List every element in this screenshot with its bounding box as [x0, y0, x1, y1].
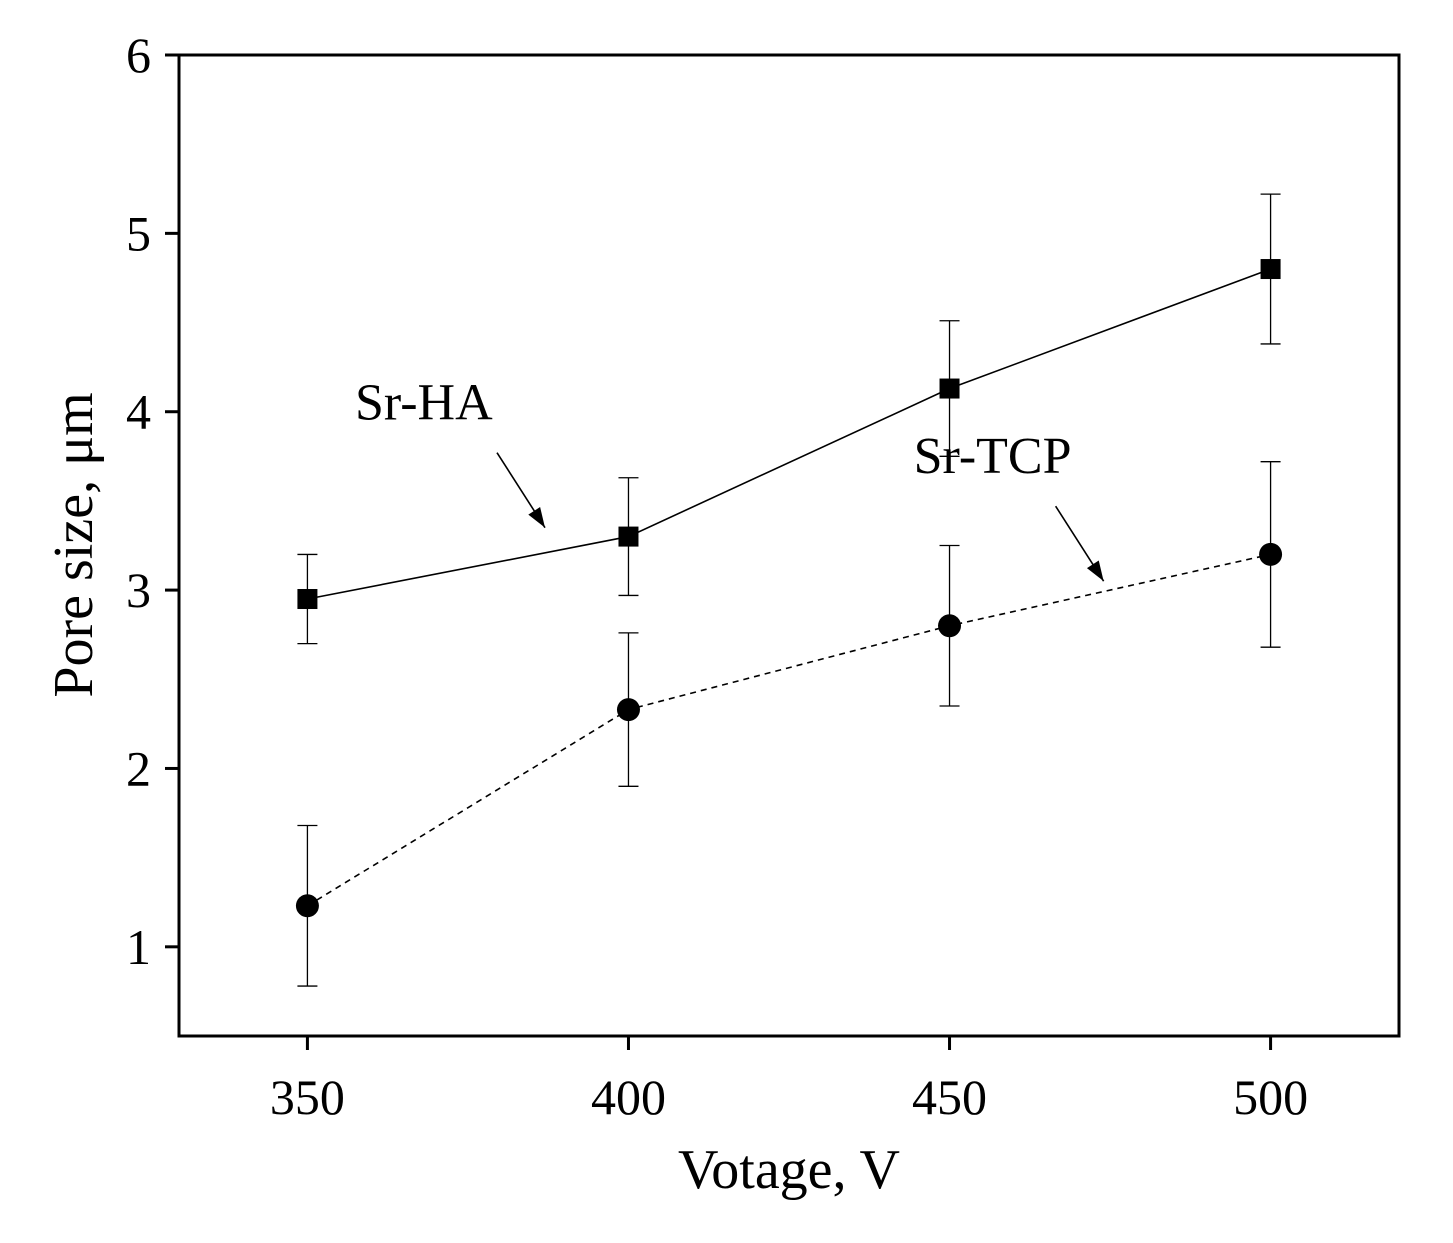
- y-axis-title: Pore size, μm: [43, 392, 105, 697]
- y-tick-label: 3: [126, 562, 151, 618]
- x-axis-title: Votage, V: [678, 1139, 900, 1201]
- annotation-label-sr-ha: Sr-HA: [355, 375, 493, 432]
- data-point-sr-tcp: [616, 698, 640, 722]
- axis-layer: 350 400 450 500 1 2 3 4 5 6: [126, 27, 1308, 1125]
- data-point-sr-ha: [1260, 259, 1281, 280]
- data-point-sr-ha: [618, 526, 639, 547]
- y-tick-label: 6: [126, 27, 151, 83]
- y-tick-label: 5: [126, 205, 151, 261]
- x-tick-label: 500: [1233, 1069, 1308, 1125]
- series-line-sr-ha: [307, 268, 1271, 600]
- plot-frame: [177, 53, 1401, 1038]
- y-tick-label: 2: [126, 740, 151, 796]
- x-tick-label: 400: [591, 1069, 666, 1125]
- series-layer: [295, 193, 1283, 987]
- data-point-sr-tcp: [295, 894, 319, 918]
- annotation-arrowhead-sr-ha: [528, 507, 545, 528]
- data-point-sr-tcp: [1259, 542, 1283, 566]
- data-point-sr-ha: [939, 378, 960, 399]
- x-tick-label: 450: [912, 1069, 987, 1125]
- data-point-sr-tcp: [938, 614, 962, 638]
- annotation-layer: Sr-HA Sr-TCP: [355, 375, 1105, 582]
- y-tick-label: 1: [126, 919, 151, 975]
- annotation-arrowhead-sr-tcp: [1086, 560, 1104, 582]
- series-line-sr-tcp: [307, 553, 1271, 907]
- annotation-label-sr-tcp: Sr-TCP: [914, 428, 1072, 485]
- x-tick-label: 350: [270, 1069, 345, 1125]
- y-tick-label: 4: [126, 384, 151, 440]
- data-point-sr-ha: [297, 589, 318, 610]
